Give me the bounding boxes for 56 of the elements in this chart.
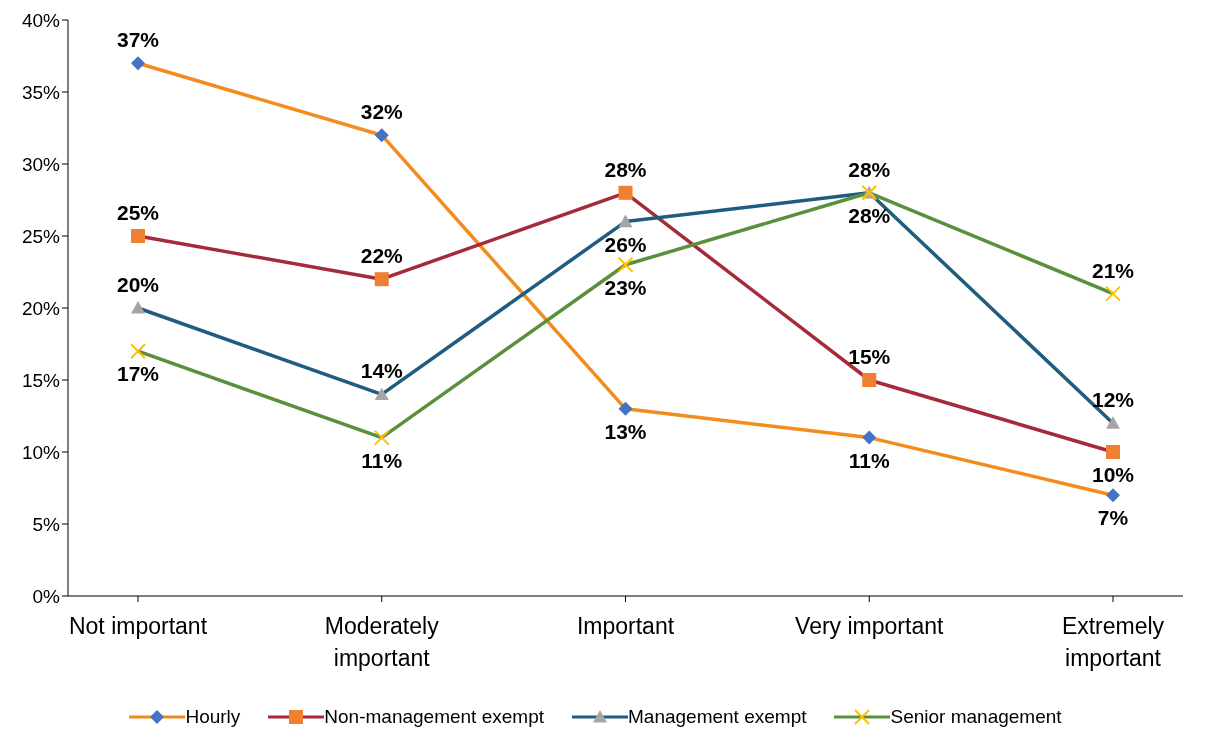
point (373, 429, 390, 446)
y-tick-label: 10% (21, 441, 61, 463)
point (131, 56, 145, 71)
y-tick-label: 40% (21, 9, 61, 31)
data-label: 28% (604, 157, 647, 181)
legend-label: Hourly (185, 706, 241, 728)
point (862, 430, 877, 445)
data-label: 32% (360, 100, 404, 124)
point (1106, 416, 1120, 429)
point (374, 387, 389, 400)
data-label: 10% (1091, 463, 1135, 486)
data-label: 11% (848, 448, 891, 472)
y-tick-label: 30% (21, 153, 61, 175)
data-label: 25% (116, 201, 160, 224)
data-label: 28% (848, 203, 891, 227)
data-label: 28% (848, 157, 891, 181)
point (617, 256, 634, 273)
data-label: 23% (604, 275, 647, 299)
x-tick-label: Extremely important (1061, 613, 1165, 671)
data-label: 20% (116, 273, 160, 296)
data-label: 11% (361, 448, 403, 472)
x-tick-label: Moderately important (324, 613, 440, 671)
data-label: 37% (116, 28, 160, 52)
point (130, 343, 146, 360)
legend-label: Senior management (890, 706, 1062, 728)
y-tick-label: 15% (21, 369, 61, 391)
y-tick-label: 0% (32, 585, 61, 607)
point (374, 128, 389, 143)
y-tick-label: 25% (21, 225, 61, 247)
point (131, 301, 145, 314)
data-label: 13% (604, 419, 647, 443)
point (618, 214, 633, 228)
point (1106, 488, 1120, 503)
point (618, 401, 633, 416)
point (1106, 445, 1120, 459)
data-label: 7% (1097, 506, 1129, 530)
legend-label: Non-management exempt (324, 706, 544, 728)
data-label: 17% (116, 362, 160, 386)
x-tick-label: Very important (795, 613, 944, 639)
point (374, 272, 389, 287)
data-label: 14% (360, 359, 404, 383)
data-label: 12% (1091, 388, 1135, 412)
point (131, 229, 145, 243)
y-tick-label: 20% (21, 297, 61, 319)
data-label: 26% (604, 232, 647, 256)
y-tick-label: 5% (32, 513, 61, 535)
point (862, 373, 877, 387)
legend-label: Management exempt (627, 706, 807, 728)
x-tick-label: Not important (68, 613, 208, 639)
point (1105, 285, 1121, 302)
data-label: 15% (848, 345, 891, 368)
point (618, 185, 633, 200)
y-tick-label: 35% (21, 81, 61, 103)
x-tick-label: Important (576, 613, 675, 639)
data-label: 21% (1091, 258, 1135, 282)
data-label: 22% (360, 244, 404, 268)
